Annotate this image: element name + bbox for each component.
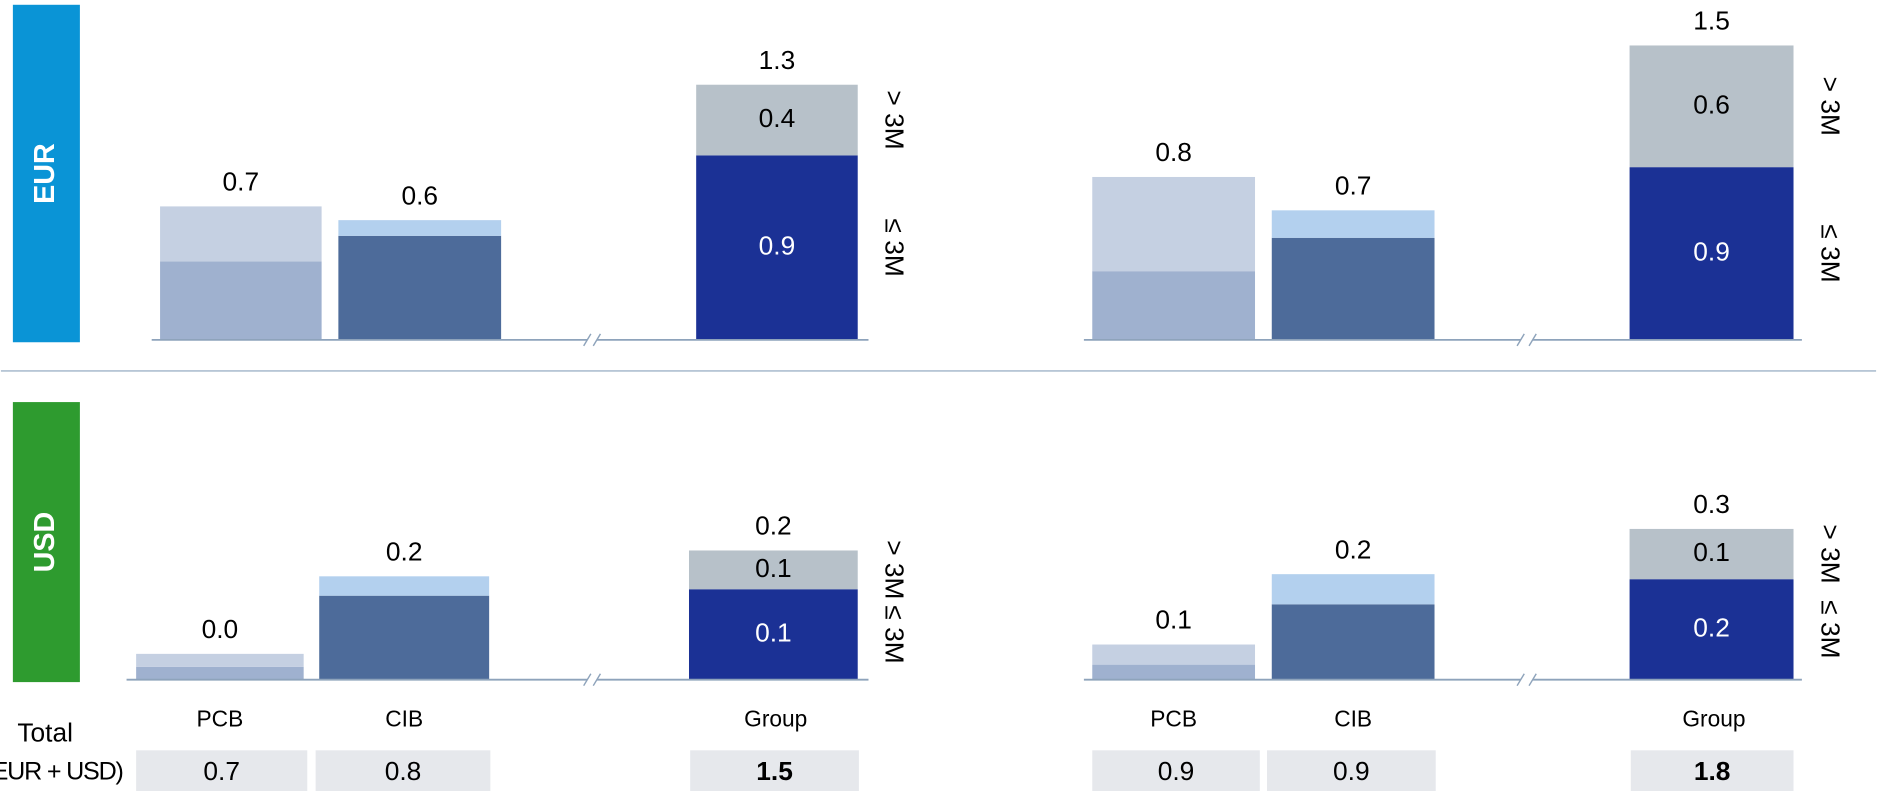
bar-segment bbox=[136, 653, 304, 667]
bar-segment bbox=[1629, 45, 1794, 168]
axis-break bbox=[592, 673, 602, 687]
bar-segment bbox=[136, 666, 304, 680]
axis-break bbox=[1528, 333, 1537, 347]
total-cell bbox=[315, 750, 491, 791]
total-value: 0.7 bbox=[203, 756, 240, 786]
bar-segment bbox=[1092, 271, 1256, 340]
total-row-label: (EUR + USD) bbox=[0, 758, 123, 786]
category-label: CIB bbox=[385, 705, 423, 731]
total-label: 0.0 bbox=[202, 614, 239, 644]
bar-segment bbox=[1092, 176, 1256, 272]
value-label: 0.4 bbox=[759, 103, 796, 133]
legend-label: > 3M bbox=[879, 540, 909, 599]
total-label: 0.7 bbox=[223, 167, 260, 197]
category-label: PCB bbox=[1150, 705, 1197, 731]
total-value: 0.9 bbox=[1333, 756, 1370, 786]
bar-segment bbox=[1629, 579, 1794, 680]
bar-segment bbox=[696, 155, 858, 340]
bar-segment bbox=[1092, 664, 1256, 680]
total-cell bbox=[136, 750, 308, 791]
total-value: 1.8 bbox=[1694, 756, 1731, 786]
row-label: EUR bbox=[29, 143, 61, 204]
category-label: PCB bbox=[197, 705, 244, 731]
axis-break bbox=[1528, 673, 1537, 687]
legend-label: > 3M bbox=[879, 90, 909, 149]
total-row-label: Total bbox=[17, 718, 73, 748]
bar-segment bbox=[1271, 604, 1435, 680]
total-value: 0.8 bbox=[385, 756, 422, 786]
bar-segment bbox=[1092, 644, 1256, 665]
legend-label: > 3M bbox=[1815, 524, 1845, 583]
value-label: 0.9 bbox=[759, 231, 796, 261]
bar-segment bbox=[1271, 237, 1435, 340]
row-label: USD bbox=[29, 512, 61, 573]
legend-label: ≤ 3M bbox=[1815, 600, 1845, 658]
axis-break bbox=[1516, 673, 1525, 687]
value-label: 0.1 bbox=[755, 553, 792, 583]
total-label: 0.2 bbox=[755, 511, 792, 541]
axis-break bbox=[592, 333, 602, 347]
bar-segment bbox=[319, 595, 490, 680]
total-value: 1.5 bbox=[756, 756, 793, 786]
bar-segment bbox=[1271, 210, 1435, 238]
total-label: 0.2 bbox=[1335, 534, 1372, 564]
bar-segment bbox=[1629, 167, 1794, 340]
bar-segment bbox=[160, 206, 322, 262]
bar-segment bbox=[338, 235, 502, 340]
bar-segment bbox=[688, 550, 858, 590]
legend-label: ≤ 3M bbox=[1815, 224, 1845, 282]
row-band bbox=[12, 402, 80, 683]
axis-break bbox=[583, 333, 592, 347]
bar-segment bbox=[338, 220, 502, 236]
total-label: 0.8 bbox=[1155, 137, 1192, 167]
total-label: 0.7 bbox=[1335, 171, 1372, 201]
axis-break bbox=[583, 673, 592, 687]
axis-break bbox=[1516, 333, 1525, 347]
category-label: Group bbox=[744, 705, 807, 731]
row-band bbox=[12, 4, 80, 343]
value-label: 0.1 bbox=[1693, 537, 1730, 567]
value-label: 0.9 bbox=[1693, 236, 1730, 266]
total-cell bbox=[1630, 750, 1794, 791]
total-label: 0.2 bbox=[386, 537, 423, 567]
value-label: 0.6 bbox=[1693, 89, 1730, 119]
total-value: 0.9 bbox=[1158, 756, 1195, 786]
bar-segment bbox=[160, 261, 322, 340]
total-label: 1.3 bbox=[759, 45, 796, 75]
legend-label: ≤ 3M bbox=[879, 218, 909, 276]
value-label: 0.1 bbox=[755, 617, 792, 647]
bar-segment bbox=[688, 589, 858, 680]
category-label: Group bbox=[1682, 705, 1745, 731]
total-cell bbox=[1266, 750, 1436, 791]
total-label: 0.1 bbox=[1155, 605, 1192, 635]
bar-segment bbox=[696, 84, 858, 156]
legend-label: > 3M bbox=[1815, 77, 1845, 136]
total-label: 0.3 bbox=[1693, 489, 1730, 519]
category-label: CIB bbox=[1334, 705, 1372, 731]
bar-segment bbox=[319, 576, 490, 596]
legend-label: ≤ 3M bbox=[879, 605, 909, 663]
total-label: 0.6 bbox=[401, 180, 438, 210]
value-label: 0.2 bbox=[1693, 612, 1730, 642]
total-cell bbox=[690, 750, 859, 791]
total-label: 1.5 bbox=[1693, 6, 1730, 36]
bar-segment bbox=[1629, 528, 1794, 580]
bar-segment bbox=[1271, 574, 1435, 605]
total-cell bbox=[1092, 750, 1260, 791]
